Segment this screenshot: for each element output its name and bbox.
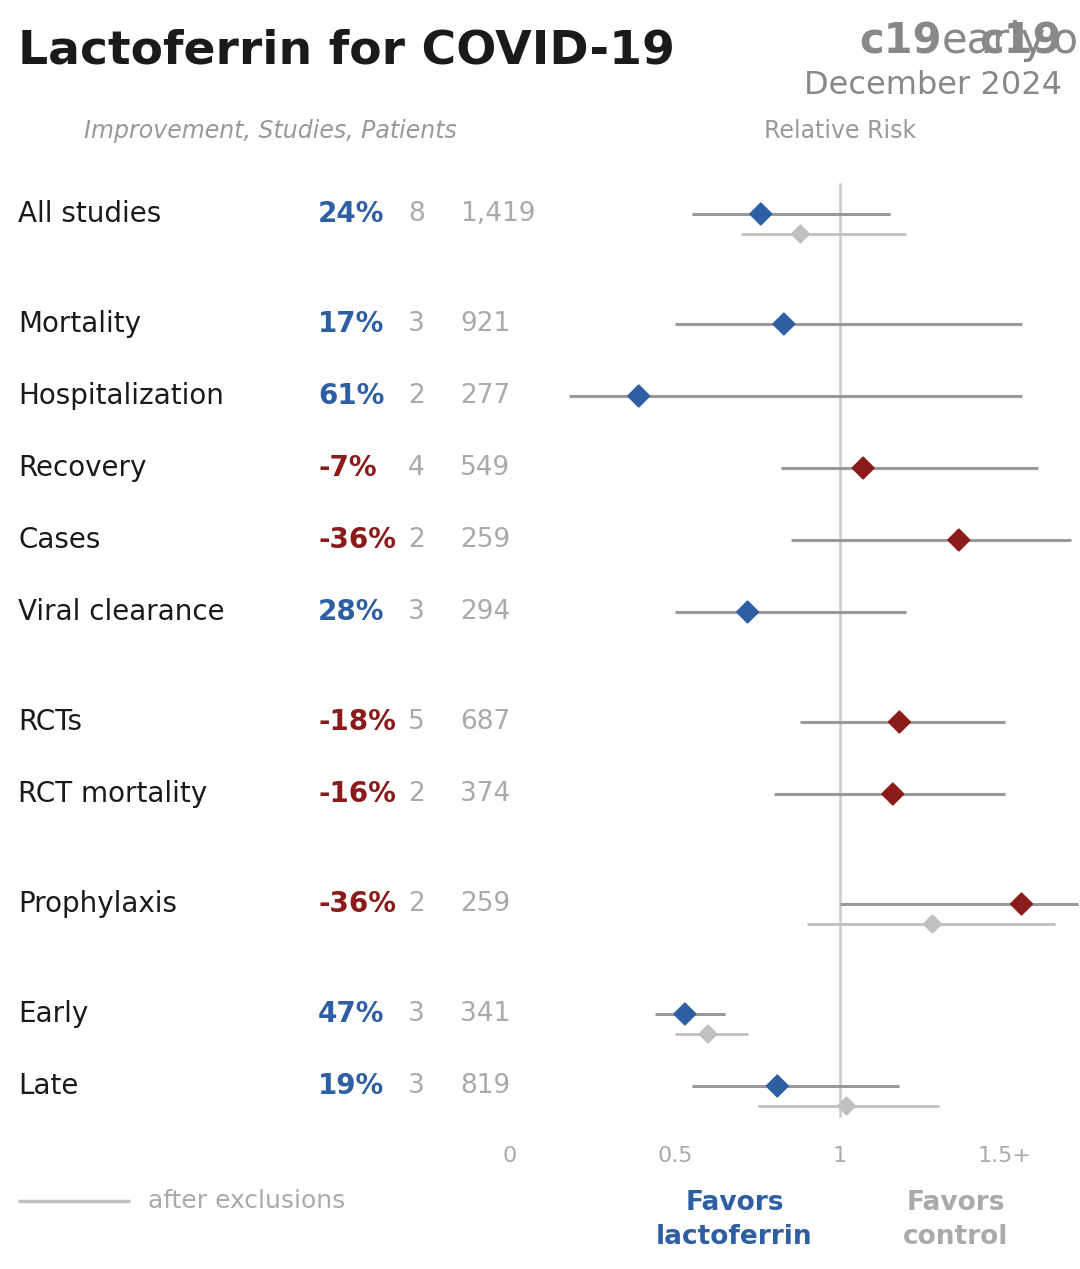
Text: 259: 259 <box>460 527 510 553</box>
Text: 61%: 61% <box>318 382 384 410</box>
Polygon shape <box>923 915 942 933</box>
Text: 8: 8 <box>408 201 424 227</box>
Text: 17%: 17% <box>318 310 384 338</box>
Text: 819: 819 <box>460 1074 510 1099</box>
Text: 28%: 28% <box>318 598 384 626</box>
Text: -16%: -16% <box>318 780 396 808</box>
Text: 341: 341 <box>460 1001 510 1027</box>
Text: Viral clearance: Viral clearance <box>18 598 225 626</box>
Polygon shape <box>852 457 874 478</box>
Text: 2: 2 <box>408 383 424 409</box>
Text: Early: Early <box>18 1000 89 1028</box>
Text: 3: 3 <box>408 311 424 338</box>
Text: 1,419: 1,419 <box>460 201 536 227</box>
Text: 3: 3 <box>408 599 424 626</box>
Text: Lactoferrin for COVID-19: Lactoferrin for COVID-19 <box>18 28 675 74</box>
Text: after exclusions: after exclusions <box>148 1189 346 1213</box>
Text: lactoferrin: lactoferrin <box>656 1225 813 1250</box>
Text: Recovery: Recovery <box>18 454 147 482</box>
Text: 2: 2 <box>408 891 424 917</box>
Polygon shape <box>773 313 795 335</box>
Text: 259: 259 <box>460 891 510 917</box>
Text: 2: 2 <box>408 780 424 807</box>
Text: 549: 549 <box>460 456 510 481</box>
Polygon shape <box>792 225 809 242</box>
Text: RCTs: RCTs <box>18 708 82 736</box>
Text: 374: 374 <box>460 780 510 807</box>
Text: 3: 3 <box>408 1074 424 1099</box>
Text: 47%: 47% <box>318 1000 384 1028</box>
Polygon shape <box>737 602 758 623</box>
Text: Mortality: Mortality <box>18 310 141 338</box>
Text: Prophylaxis: Prophylaxis <box>18 890 177 917</box>
Text: 921: 921 <box>460 311 510 338</box>
Text: 3: 3 <box>408 1001 424 1027</box>
Polygon shape <box>627 385 650 407</box>
Text: early.org: early.org <box>942 20 1080 62</box>
Polygon shape <box>889 711 910 733</box>
Text: 294: 294 <box>460 599 510 626</box>
Polygon shape <box>1011 893 1032 915</box>
Polygon shape <box>699 1025 717 1043</box>
Text: All studies: All studies <box>18 201 161 228</box>
Text: -18%: -18% <box>318 708 396 736</box>
Text: Favors: Favors <box>685 1190 784 1216</box>
Text: 4: 4 <box>408 456 424 481</box>
Text: 1: 1 <box>833 1146 847 1166</box>
Text: -36%: -36% <box>318 525 396 555</box>
Text: Improvement, Studies, Patients: Improvement, Studies, Patients <box>83 119 457 143</box>
Polygon shape <box>948 529 970 551</box>
Text: 19%: 19% <box>318 1072 384 1100</box>
Text: control: control <box>903 1225 1009 1250</box>
Text: -36%: -36% <box>318 890 396 917</box>
Text: 24%: 24% <box>318 201 384 228</box>
Text: 1.5+: 1.5+ <box>978 1146 1032 1166</box>
Text: Relative Risk: Relative Risk <box>764 119 916 143</box>
Text: -7%: -7% <box>318 454 377 482</box>
Polygon shape <box>750 203 772 225</box>
Polygon shape <box>881 783 904 805</box>
Text: c19: c19 <box>980 20 1062 62</box>
Polygon shape <box>838 1096 855 1115</box>
Text: 5: 5 <box>408 709 424 735</box>
Text: 687: 687 <box>460 709 510 735</box>
Text: 2: 2 <box>408 527 424 553</box>
Text: RCT mortality: RCT mortality <box>18 780 207 808</box>
Text: December 2024: December 2024 <box>804 71 1062 102</box>
Text: Late: Late <box>18 1072 79 1100</box>
Text: 0.5: 0.5 <box>658 1146 692 1166</box>
Text: Hospitalization: Hospitalization <box>18 382 224 410</box>
Text: 277: 277 <box>460 383 510 409</box>
Text: Cases: Cases <box>18 525 100 555</box>
Text: Favors: Favors <box>906 1190 1004 1216</box>
Polygon shape <box>767 1075 788 1096</box>
Polygon shape <box>674 1003 696 1025</box>
Text: 0: 0 <box>503 1146 517 1166</box>
Text: c19: c19 <box>860 20 942 62</box>
